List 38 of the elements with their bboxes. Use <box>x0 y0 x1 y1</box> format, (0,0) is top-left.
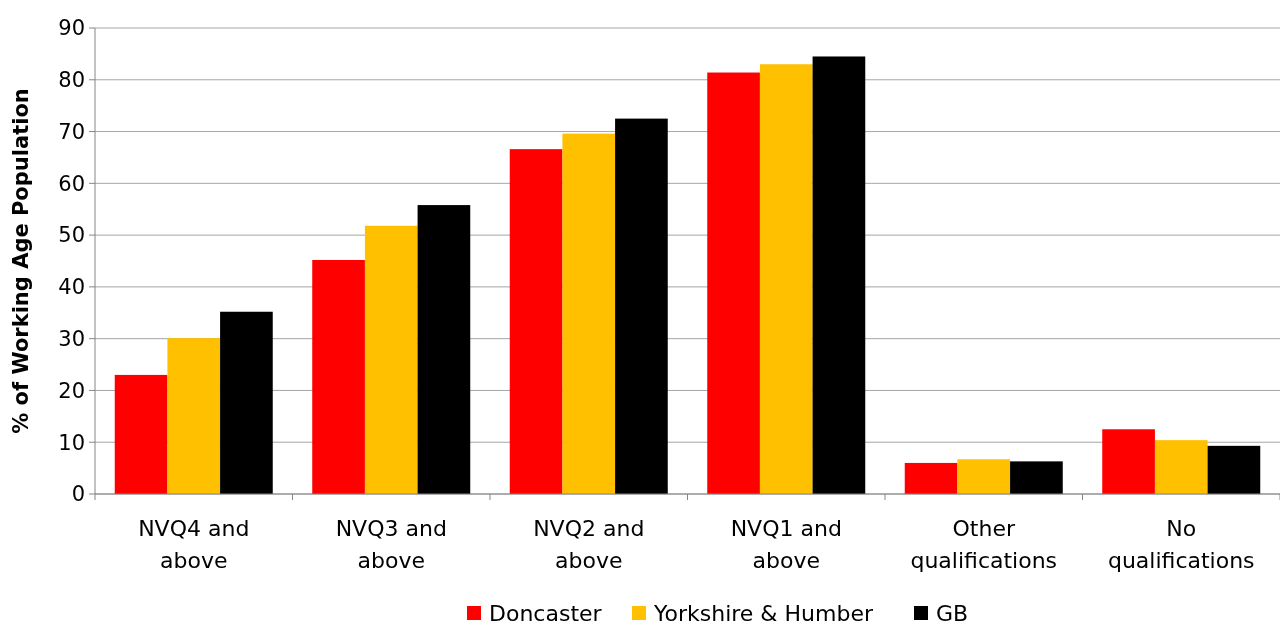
bar <box>957 459 1011 494</box>
bar <box>904 462 958 494</box>
bar <box>114 374 168 494</box>
bar <box>312 259 365 494</box>
bar <box>1102 429 1155 494</box>
bar <box>220 311 273 494</box>
x-tick-label: NVQ4 and above <box>138 516 250 573</box>
y-tick-label: 0 <box>71 482 85 507</box>
bar <box>812 56 866 494</box>
x-tick-label: NVQ1 and above <box>730 516 842 573</box>
x-tick-label: NVQ2 and above <box>533 516 645 573</box>
bar <box>1010 461 1063 494</box>
bar <box>1154 440 1208 494</box>
bar <box>509 149 563 494</box>
bar <box>364 225 418 494</box>
x-tick-label: Other qualifications <box>910 516 1058 573</box>
x-tick-label: No qualifications <box>1107 516 1255 573</box>
y-axis-title: % of Working Age Population <box>9 88 33 434</box>
y-tick-label: 30 <box>58 327 85 352</box>
y-tick-label: 40 <box>58 275 85 300</box>
bar <box>1207 445 1261 494</box>
bar <box>562 133 616 494</box>
y-tick-label: 60 <box>58 171 85 196</box>
legend-label: GB <box>936 600 969 626</box>
bar <box>167 338 221 494</box>
bar <box>417 205 471 494</box>
bar <box>615 118 668 494</box>
y-tick-label: 80 <box>58 68 85 93</box>
x-tick-label: NVQ3 and above <box>335 516 447 573</box>
legend-label: Doncaster <box>489 600 603 626</box>
y-tick-label: 90 <box>58 16 85 41</box>
y-tick-label: 10 <box>58 430 85 455</box>
bar <box>759 64 813 494</box>
y-tick-label: 70 <box>58 119 85 144</box>
y-tick-label: 50 <box>58 223 85 248</box>
y-tick-label: 20 <box>58 378 85 403</box>
bar <box>707 72 760 494</box>
legend-label: Yorkshire & Humber <box>653 600 874 626</box>
